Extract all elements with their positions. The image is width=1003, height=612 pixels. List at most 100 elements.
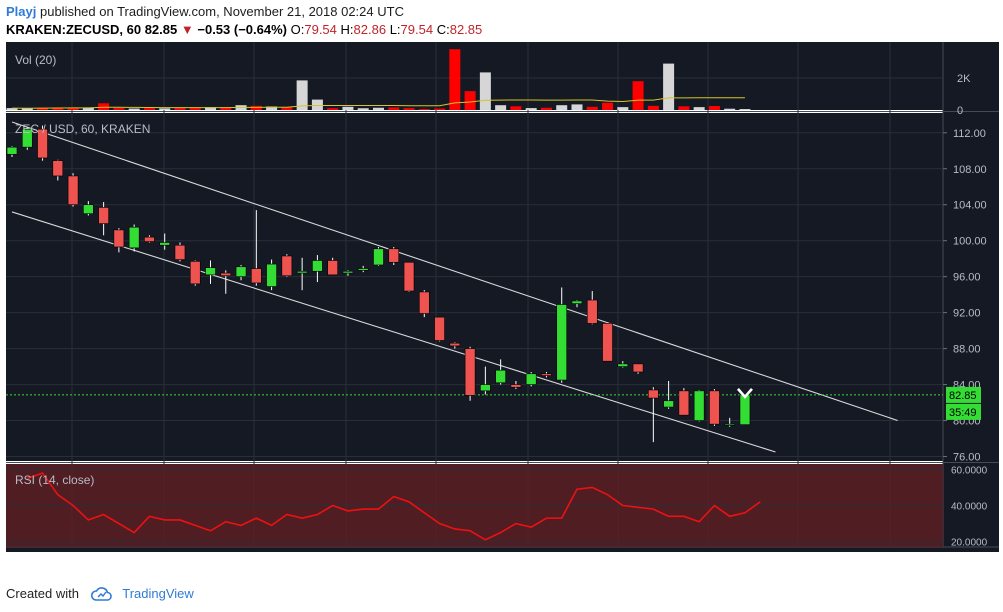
candle-body	[464, 348, 476, 396]
price-tick-label: 88.00	[953, 344, 981, 356]
volume-bar	[250, 105, 262, 110]
publish-line: Playj published on TradingView.com, Nove…	[6, 4, 404, 19]
volume-bar	[540, 107, 552, 110]
footer: Created with TradingView	[6, 586, 194, 604]
volume-bar	[311, 99, 323, 110]
price-tick-label: 112.00	[953, 128, 986, 140]
candle-body	[403, 261, 415, 292]
candle-body	[52, 160, 64, 177]
countdown-label: 35:49	[949, 407, 977, 419]
candle-body	[418, 291, 430, 314]
candle-body	[541, 373, 552, 376]
candle-body	[663, 400, 674, 408]
volume-bar	[708, 106, 720, 110]
candle-body	[189, 261, 201, 285]
last-price: 82.85	[144, 22, 178, 37]
candle-body	[388, 248, 400, 263]
candle-body	[266, 263, 277, 287]
volume-bar	[37, 107, 49, 110]
rsi-tick-label: 60.0000	[951, 465, 988, 476]
volume-title: Vol (20)	[15, 53, 56, 67]
volume-bar	[510, 106, 522, 110]
volume-bar	[678, 106, 690, 110]
trendline	[11, 121, 898, 422]
volume-bar	[143, 108, 155, 110]
candle-body	[205, 267, 216, 276]
candle-body	[571, 300, 583, 304]
candle-body	[67, 175, 79, 206]
volume-bar	[327, 108, 339, 110]
cursor-icon	[736, 388, 753, 399]
candle-body	[296, 270, 308, 274]
low-value: 79.54	[400, 22, 434, 37]
volume-bar	[525, 108, 537, 110]
open-label: O:	[290, 22, 305, 37]
volume-bar	[632, 81, 644, 110]
created-with-text: Created with	[6, 586, 79, 601]
candle-body	[739, 394, 751, 425]
volume-bar	[205, 107, 217, 110]
candle-body	[98, 207, 109, 224]
candle-body	[83, 204, 94, 215]
chart-canvas[interactable]: 06:0012:0018:002006:0012:0018:002106:001…	[6, 42, 999, 552]
volume-bar	[6, 108, 18, 110]
volume-ma-line	[11, 97, 745, 109]
volume-bar	[113, 107, 125, 110]
volume-bar	[67, 107, 79, 110]
volume-bar	[357, 108, 369, 110]
volume-bar	[342, 106, 354, 110]
tradingview-brand-link[interactable]: TradingView	[122, 586, 194, 601]
publisher-username[interactable]: Playj	[6, 4, 37, 19]
candle-body	[251, 268, 262, 284]
ohlc-line: KRAKEN:ZECUSD, 60 82.85 ▼ −0.53 (−0.64%)…	[6, 22, 482, 37]
candle-body	[449, 342, 461, 347]
tradingview-cloud-icon	[90, 587, 113, 604]
candle-body	[632, 363, 644, 373]
open-value: 79.54	[304, 22, 337, 37]
candle-body	[235, 266, 247, 277]
candle-body	[586, 299, 598, 324]
volume-bar	[739, 109, 751, 110]
last-price-badge	[946, 386, 981, 403]
candle-body	[525, 373, 537, 385]
candle-body	[724, 423, 735, 426]
candle-body	[357, 268, 369, 271]
volume-bar	[372, 107, 384, 110]
price-tick-label: 104.00	[953, 200, 987, 212]
candle-body	[21, 128, 33, 148]
volume-bar	[464, 91, 476, 110]
rsi-tick-label: 40.0000	[951, 502, 988, 513]
candle-body	[373, 248, 384, 266]
price-pane	[6, 113, 943, 461]
candle-body	[37, 128, 48, 159]
candle-body	[113, 229, 125, 248]
volume-bar	[479, 72, 491, 110]
rsi-tick-label: 20.0000	[951, 538, 988, 549]
price-title: ZEC / USD, 60, KRAKEN	[15, 122, 150, 136]
low-label: L:	[389, 22, 401, 37]
price-tick-label: 76.00	[953, 452, 981, 464]
volume-bar	[571, 104, 583, 110]
candle-body	[159, 242, 170, 246]
candle-body	[602, 323, 613, 362]
volume-bar	[663, 63, 675, 110]
volume-bar	[388, 107, 400, 110]
volume-bar	[281, 107, 293, 110]
volume-bar	[52, 107, 64, 110]
candle-body	[327, 260, 338, 276]
high-value: 82.86	[353, 22, 387, 37]
candle-body	[342, 270, 354, 274]
volume-bar	[434, 108, 446, 110]
candle-body	[709, 390, 720, 425]
candle-body	[434, 316, 445, 341]
high-label: H:	[340, 22, 354, 37]
volume-bar	[98, 103, 110, 110]
candle-body	[693, 390, 705, 421]
candle-body	[281, 255, 293, 277]
candle-body	[220, 272, 232, 277]
volume-bar	[82, 107, 94, 110]
trendline	[11, 211, 776, 453]
candle-body	[556, 304, 568, 381]
candle-body	[312, 260, 323, 272]
volume-bar	[586, 106, 598, 110]
